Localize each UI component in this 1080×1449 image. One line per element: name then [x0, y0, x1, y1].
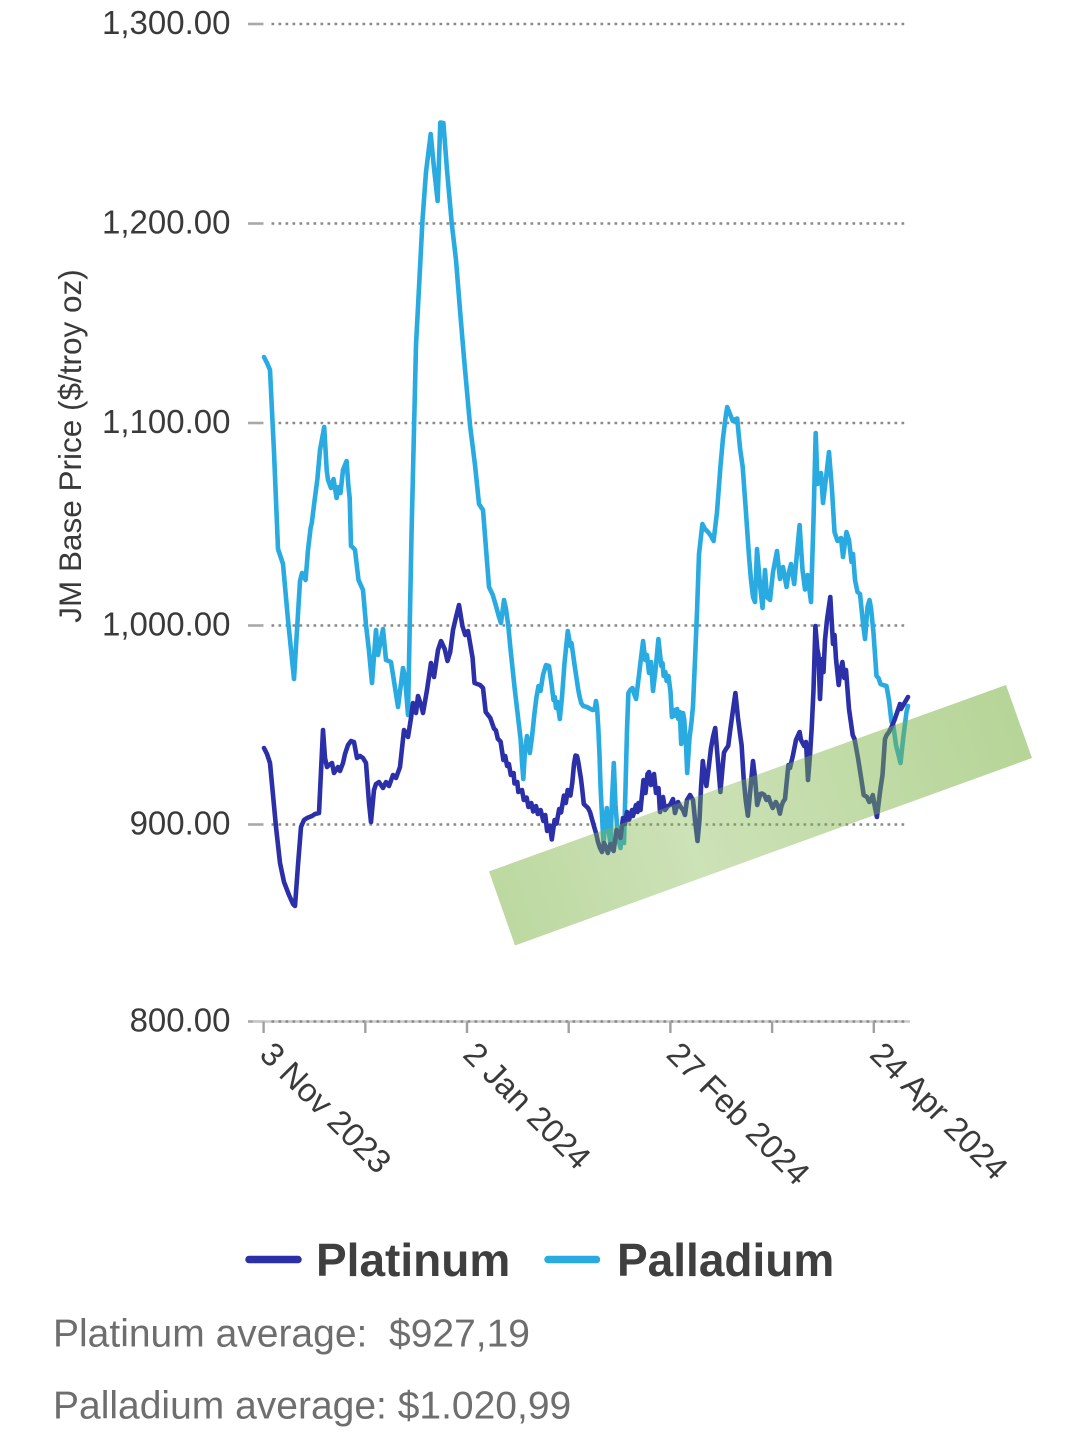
svg-text:1,000.00: 1,000.00 [102, 606, 230, 643]
svg-text:1,300.00: 1,300.00 [102, 4, 230, 41]
svg-text:800.00: 800.00 [130, 1002, 231, 1039]
svg-text:Palladium average: $1.020,99: Palladium average: $1.020,99 [53, 1385, 571, 1428]
svg-text:2 Jan 2024: 2 Jan 2024 [457, 1035, 599, 1177]
svg-text:24 Apr 2024: 24 Apr 2024 [863, 1035, 1015, 1187]
svg-text:Palladium: Palladium [617, 1234, 834, 1286]
svg-text:JM Base Price ($/troy oz): JM Base Price ($/troy oz) [52, 269, 88, 623]
svg-text:Platinum average: $927,19: Platinum average: $927,19 [53, 1313, 530, 1356]
svg-text:Platinum: Platinum [316, 1234, 510, 1286]
svg-text:1,200.00: 1,200.00 [102, 204, 230, 241]
svg-text:900.00: 900.00 [130, 805, 231, 842]
svg-text:1,100.00: 1,100.00 [102, 403, 230, 440]
svg-text:27 Feb 2024: 27 Feb 2024 [660, 1035, 817, 1192]
svg-text:3 Nov 2023: 3 Nov 2023 [253, 1035, 399, 1181]
